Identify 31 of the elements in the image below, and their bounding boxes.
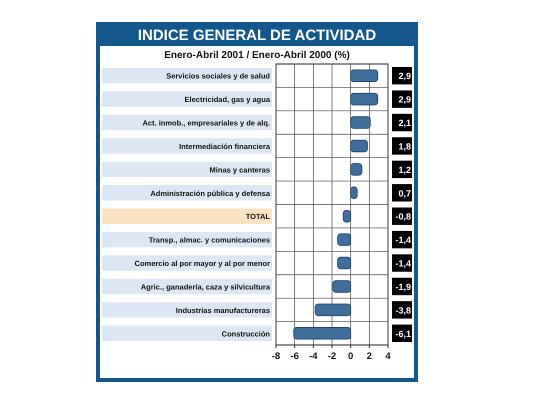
- bar: [337, 256, 352, 270]
- data-label: -1,9: [395, 282, 411, 292]
- bar: [314, 304, 352, 316]
- data-label: 2,9: [398, 71, 411, 82]
- x-tick-label: 2: [366, 351, 372, 362]
- bar: [332, 280, 352, 293]
- bar: [350, 116, 371, 129]
- x-tick-label: -2: [328, 351, 336, 362]
- bar: [350, 92, 378, 106]
- bar: [350, 69, 378, 82]
- x-tick-label: -8: [272, 351, 280, 362]
- data-label: -3,8: [395, 305, 411, 316]
- x-tick-label: -6: [290, 351, 299, 362]
- bar: [337, 233, 352, 246]
- data-label: 2,1: [398, 118, 411, 128]
- data-label: -0,8: [395, 212, 411, 222]
- data-label: -1,4: [395, 235, 411, 246]
- data-label: 1,2: [398, 164, 411, 175]
- chart-subtitle: Enero-Abril 2001 / Enero-Abril 2000 (%): [164, 50, 350, 61]
- data-label: 2,9: [398, 94, 411, 105]
- bar: [293, 327, 352, 340]
- data-label: 0,7: [398, 188, 411, 198]
- data-label: -6,1: [395, 328, 411, 339]
- chart-title: INDICE GENERAL DE ACTIVIDAD: [138, 27, 376, 44]
- bar: [350, 163, 362, 176]
- x-tick-label: 4: [385, 351, 392, 362]
- data-label: 1,8: [398, 141, 411, 152]
- x-tick-label: -4: [309, 351, 318, 362]
- x-tick-label: 0: [348, 351, 354, 362]
- bar: [350, 140, 368, 152]
- data-label: -1,4: [395, 258, 411, 269]
